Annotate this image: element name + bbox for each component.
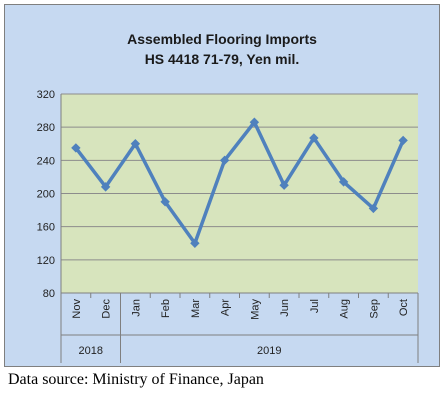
data-point-aug <box>338 177 349 187</box>
data-point-jul <box>309 133 319 143</box>
y-tick-label-160: 160 <box>37 222 55 234</box>
x-tick-label-may: May <box>249 299 261 320</box>
data-point-nov <box>71 143 81 153</box>
chart-title-line-2: HS 4418 71-79, Yen mil. <box>144 51 300 67</box>
x-tick-label-oct: Oct <box>398 299 410 316</box>
year-label-2019: 2019 <box>257 345 281 357</box>
x-tick-label-feb: Feb <box>160 299 172 318</box>
data-point-may <box>249 117 260 127</box>
data-point-apr <box>219 155 230 166</box>
line-chart: 80 120 160 200 240 280 320 Nov Dec Jan Feb Mar Apr Ma… <box>37 89 419 363</box>
x-tick-label-jan: Jan <box>130 299 142 317</box>
y-tick-label-280: 280 <box>37 122 55 134</box>
series-line-0 <box>74 120 405 245</box>
x-tick-label-nov: Nov <box>71 299 83 319</box>
x-tick-label-jun: Jun <box>279 299 291 317</box>
y-tick-label-120: 120 <box>37 255 55 267</box>
y-tick-label-80: 80 <box>43 288 55 300</box>
x-tick-label-jul: Jul <box>309 299 321 313</box>
x-tick-label-dec: Dec <box>101 299 113 319</box>
data-point-sep <box>368 203 379 214</box>
source-note: Data source: Ministry of Finance, Japan <box>8 371 264 388</box>
year-label-2018: 2018 <box>79 345 103 357</box>
y-tick-label-320: 320 <box>37 89 55 101</box>
data-point-jun <box>279 180 289 190</box>
x-tick-label-aug: Aug <box>339 299 351 319</box>
data-point-jan <box>130 139 141 149</box>
data-point-mar <box>190 238 200 248</box>
x-tick-label-sep: Sep <box>368 299 380 319</box>
chart-area: Assembled Flooring Imports HS 4418 71-79… <box>4 4 440 367</box>
y-tick-label-200: 200 <box>37 189 55 201</box>
data-point-oct <box>398 135 408 146</box>
y-tick-label-240: 240 <box>37 155 55 167</box>
data-point-feb <box>160 197 170 207</box>
x-tick-label-apr: Apr <box>220 299 232 316</box>
data-point-dec <box>100 182 111 192</box>
chart-title-line-1: Assembled Flooring Imports <box>127 31 317 47</box>
x-tick-label-mar: Mar <box>190 299 202 318</box>
chart-title: Assembled Flooring Imports HS 4418 71-79… <box>5 29 439 69</box>
